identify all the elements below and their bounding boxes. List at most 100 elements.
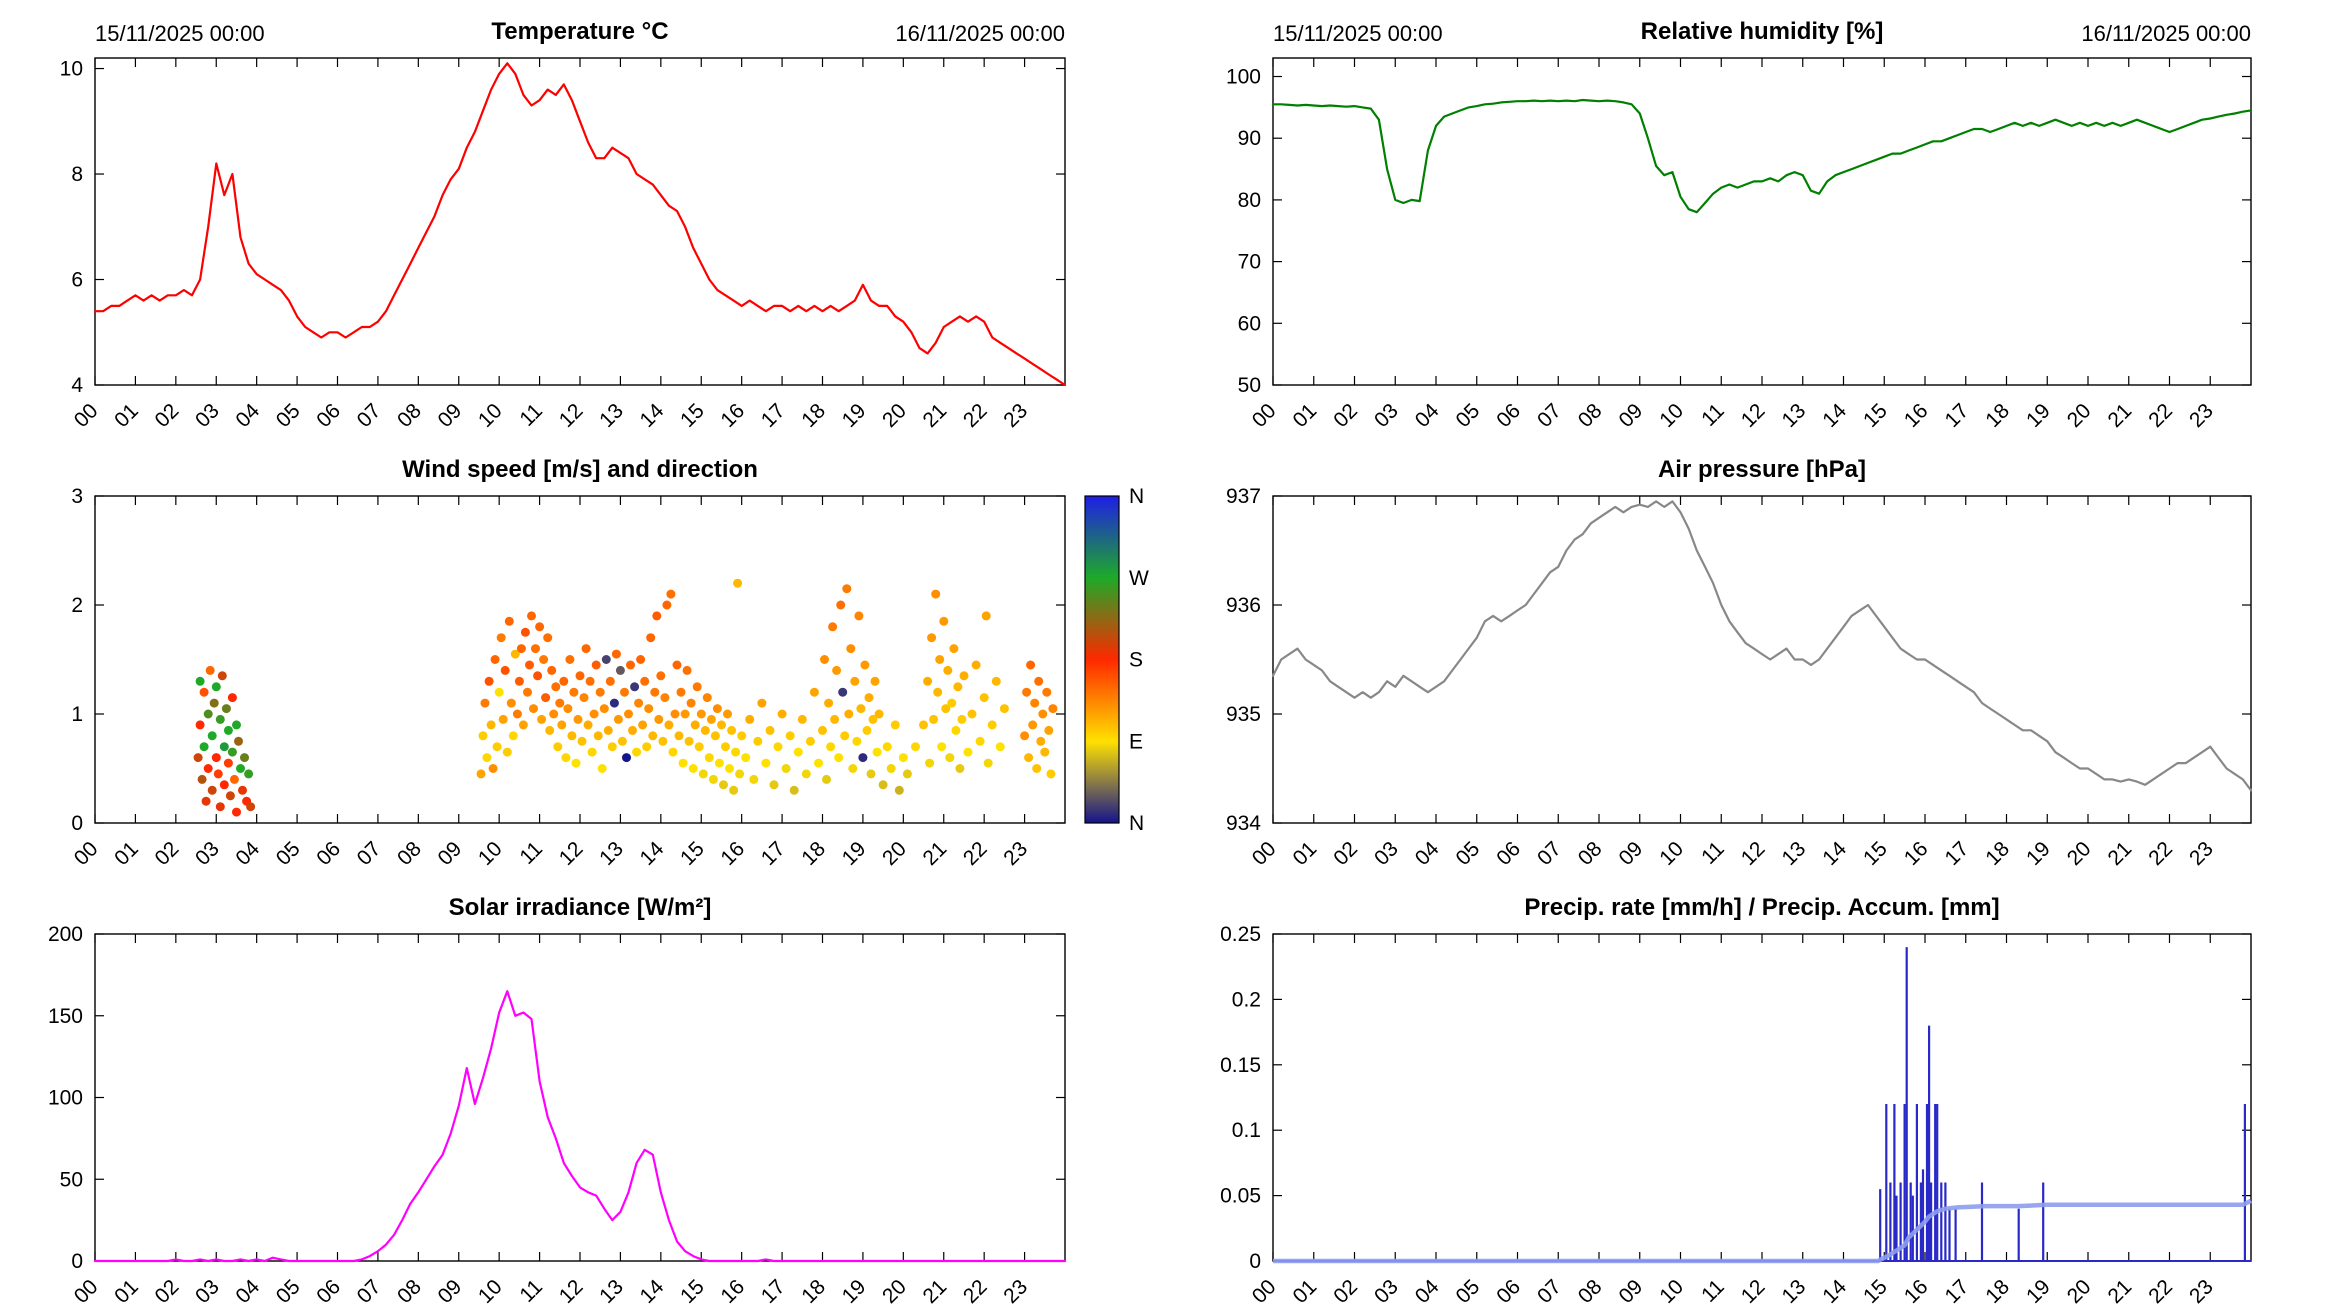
pressure-axes: 00 01 02 03 04 05 06 07 08 09 10 11 12 13 14 15 16 17 18 19… [1226, 485, 2252, 870]
wind-point [1040, 747, 1050, 757]
wind-point [215, 714, 225, 724]
wind-point [674, 731, 684, 741]
humidity-line [1271, 98, 2253, 214]
y-tick-label: 90 [1238, 127, 1261, 150]
y-tick-label: 935 [1226, 703, 1261, 726]
wind-point [664, 720, 674, 730]
wind-point [232, 720, 241, 730]
wind-point [520, 627, 530, 637]
wind-point [567, 731, 577, 741]
wind-point [496, 633, 506, 643]
wind-point [644, 704, 654, 714]
wind-point [886, 764, 896, 773]
x-tick-label: 14 [636, 837, 669, 870]
wind-point [555, 698, 565, 708]
x-tick-label: 10 [474, 1275, 507, 1308]
x-tick-label: 15 [676, 837, 709, 870]
x-tick-label: 15 [676, 1275, 709, 1308]
x-tick-label: 10 [1655, 837, 1688, 870]
wind-point [573, 714, 583, 724]
x-tick-label: 15 [1859, 399, 1892, 432]
wind-point [246, 802, 256, 812]
wind-point [852, 736, 862, 746]
wind-point [708, 774, 718, 784]
wind-point [512, 709, 522, 719]
colorbar-label: E [1129, 730, 1143, 753]
wind-point [745, 714, 755, 724]
wind-point [670, 709, 680, 719]
wind-point [642, 742, 652, 752]
wind-point [525, 660, 534, 670]
y-tick-label: 0.15 [1220, 1054, 1261, 1077]
wind-point [805, 736, 815, 746]
x-tick-label: 05 [272, 1275, 305, 1308]
x-tick-label: 10 [1655, 399, 1688, 432]
y-tick-label: 6 [71, 269, 83, 292]
wind-point [240, 753, 249, 763]
y-tick-label: 8 [71, 163, 83, 186]
wind-point [660, 693, 670, 703]
x-tick-label: 05 [272, 399, 305, 432]
wind-point [951, 725, 961, 735]
x-tick-label: 20 [878, 1275, 911, 1308]
y-tick-label: 150 [48, 1005, 83, 1028]
wind-point [498, 714, 508, 724]
x-tick-label: 22 [959, 399, 992, 432]
x-tick-label: 09 [1615, 837, 1648, 870]
wind-point [842, 584, 852, 594]
x-tick-label: 05 [1452, 837, 1485, 870]
x-tick-label: 15 [1859, 837, 1892, 870]
wind-point [650, 687, 660, 697]
wind-point [591, 660, 601, 670]
colorbar-label: N [1129, 812, 1144, 835]
x-tick-label: 02 [1329, 1275, 1362, 1308]
wind-point [640, 676, 650, 686]
colorbar-label: W [1129, 567, 1149, 590]
x-tick-label: 11 [515, 399, 547, 431]
wind-point [698, 769, 708, 779]
wind-point [557, 720, 567, 730]
wind-point [939, 616, 949, 626]
x-tick-label: 09 [434, 399, 467, 432]
x-tick-label: 07 [353, 837, 386, 870]
wind-point [945, 753, 955, 763]
colorbar-label: S [1129, 649, 1143, 672]
y-tick-label: 50 [1238, 374, 1261, 397]
wind-point [523, 687, 532, 697]
x-tick-label: 23 [999, 1275, 1032, 1308]
wind-point [975, 736, 985, 746]
wind-point [737, 731, 747, 741]
wind-point [510, 649, 520, 659]
wind-point [624, 709, 633, 719]
wind-point [676, 687, 686, 697]
wind-point [217, 671, 227, 681]
x-tick-label: 13 [1778, 399, 1811, 432]
wind-point [561, 753, 571, 763]
x-tick-label: 22 [2144, 399, 2177, 432]
wind-direction-colorbar: N W S E N [1084, 485, 1149, 835]
wind-point [735, 769, 745, 779]
wind-point [597, 764, 607, 773]
wind-point [860, 660, 870, 670]
wind-point [820, 655, 829, 664]
wind-point [488, 764, 498, 773]
wind-chart: 00 01 02 03 04 05 06 07 08 09 10 11 12 13 14 15 16 17 18 19… [70, 485, 1149, 870]
wind-point [682, 665, 692, 675]
wind-point [638, 720, 648, 730]
wind-point [773, 742, 783, 752]
wind-point [593, 731, 603, 741]
wind-point [844, 709, 854, 719]
wind-point [830, 714, 840, 724]
wind-point [502, 747, 512, 757]
x-tick-label: 22 [2144, 837, 2177, 870]
humidity-panel: 15/11/2025 00:00 Relative humidity [%] 1… [1165, 0, 2333, 437]
y-tick-label: 3 [71, 485, 83, 508]
wind-point [203, 764, 213, 773]
wind-point [571, 758, 581, 768]
wind-point [882, 742, 892, 752]
y-tick-label: 100 [1226, 66, 1261, 89]
x-tick-label: 05 [1452, 399, 1485, 432]
wind-point [1048, 704, 1058, 714]
wind-point [840, 731, 850, 741]
wind-point [953, 682, 963, 692]
